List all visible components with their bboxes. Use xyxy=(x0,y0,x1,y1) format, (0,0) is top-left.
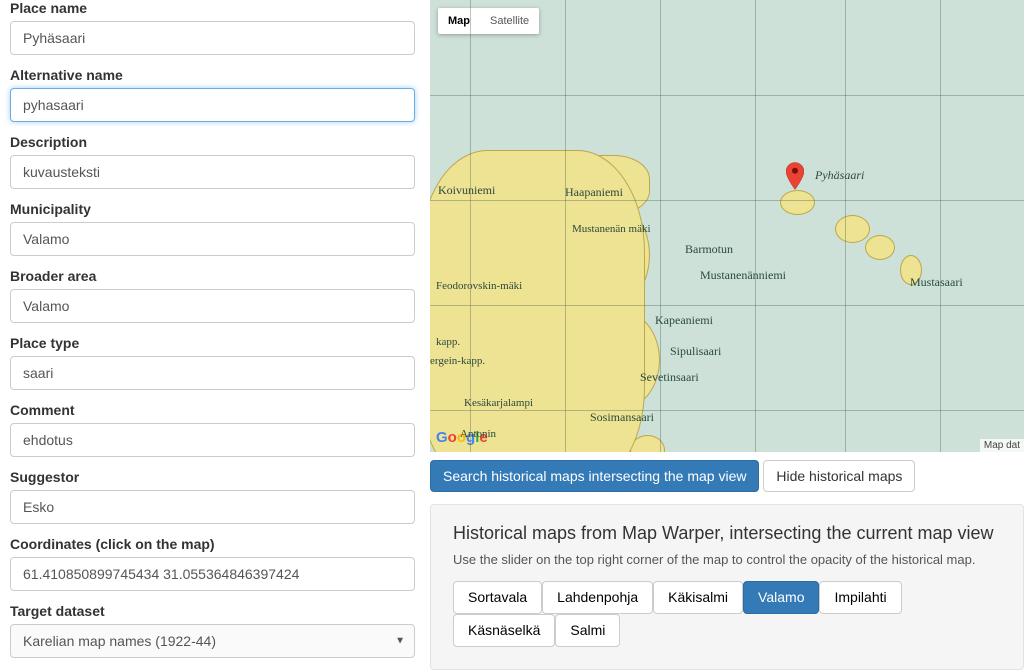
coordinates-input[interactable] xyxy=(10,557,415,591)
description-label: Description xyxy=(10,134,415,150)
comment-label: Comment xyxy=(10,402,415,418)
map-type-satellite[interactable]: Satellite xyxy=(480,8,539,34)
map-place-label: Koivuniemi xyxy=(438,183,495,198)
map-landmass xyxy=(865,235,895,260)
place-name-label: Place name xyxy=(10,0,415,16)
map-gridline xyxy=(755,0,756,452)
broader-area-input[interactable] xyxy=(10,289,415,323)
map-gridline xyxy=(430,95,1024,96)
alternative-name-label: Alternative name xyxy=(10,67,415,83)
target-dataset-select[interactable] xyxy=(10,624,415,658)
description-input[interactable] xyxy=(10,155,415,189)
historical-map-item[interactable]: Lahdenpohja xyxy=(542,581,653,614)
map-place-label: Kapeaniemi xyxy=(655,313,713,328)
map-type-map[interactable]: Map xyxy=(438,8,480,34)
map-gridline xyxy=(430,410,1024,411)
historical-map-item[interactable]: Valamo xyxy=(743,581,819,614)
map-marker-icon[interactable] xyxy=(786,162,804,190)
comment-input[interactable] xyxy=(10,423,415,457)
map-place-label: kapp. xyxy=(436,336,460,348)
place-name-input[interactable] xyxy=(10,21,415,55)
historical-maps-subtitle: Use the slider on the top right corner o… xyxy=(453,552,1001,567)
municipality-input[interactable] xyxy=(10,222,415,256)
historical-map-item[interactable]: Impilahti xyxy=(819,581,901,614)
historical-maps-title: Historical maps from Map Warper, interse… xyxy=(453,523,1001,544)
place-type-input[interactable] xyxy=(10,356,415,390)
map-place-label: Mustanenän mäki xyxy=(572,223,651,235)
map-place-label: Sosimansaari xyxy=(590,410,654,425)
municipality-label: Municipality xyxy=(10,201,415,217)
suggestor-input[interactable] xyxy=(10,490,415,524)
map-place-label: Haapaniemi xyxy=(565,185,623,200)
historical-map-item[interactable]: Käsnäselkä xyxy=(453,614,555,647)
map-gridline xyxy=(430,200,1024,201)
search-historical-maps-button[interactable]: Search historical maps intersecting the … xyxy=(430,460,759,493)
hide-historical-maps-button[interactable]: Hide historical maps xyxy=(763,460,915,493)
target-dataset-label: Target dataset xyxy=(10,603,415,619)
map-place-label: Barmotun xyxy=(685,242,733,257)
map-place-label: Feodorovskin-mäki xyxy=(436,280,522,292)
historical-map-item[interactable]: Käkisalmi xyxy=(653,581,743,614)
map-gridline xyxy=(940,0,941,452)
map-place-label: Mustasaari xyxy=(910,275,963,290)
suggestor-label: Suggestor xyxy=(10,469,415,485)
broader-area-label: Broader area xyxy=(10,268,415,284)
place-type-label: Place type xyxy=(10,335,415,351)
map-gridline xyxy=(845,0,846,452)
map-canvas[interactable]: Map Satellite Google Map dat KoivuniemiH… xyxy=(430,0,1024,452)
map-action-row: Search historical maps intersecting the … xyxy=(430,452,1024,505)
map-landmass xyxy=(835,215,870,243)
alternative-name-input[interactable] xyxy=(10,88,415,122)
map-place-label: ergein-kapp. xyxy=(430,355,485,367)
map-place-label: Sevetinsaari xyxy=(640,370,699,385)
map-type-switch: Map Satellite xyxy=(438,8,539,34)
historical-maps-list: SortavalaLahdenpohjaKäkisalmiValamoImpil… xyxy=(453,581,1001,647)
historical-maps-panel: Historical maps from Map Warper, interse… xyxy=(430,504,1024,670)
map-gridline xyxy=(470,0,471,452)
map-place-label: Kesäkarjalampi xyxy=(464,397,533,409)
map-place-label: Pyhäsaari xyxy=(815,168,864,183)
map-attribution: Map dat xyxy=(980,439,1024,452)
map-gridline xyxy=(565,0,566,452)
map-place-label: Mustanenänniemi xyxy=(700,268,786,283)
historical-map-item[interactable]: Sortavala xyxy=(453,581,542,614)
map-place-label: Antonin xyxy=(460,428,496,440)
map-landmass xyxy=(780,190,815,215)
form-panel: Place name Alternative name Description … xyxy=(0,0,430,670)
map-place-label: Sipulisaari xyxy=(670,344,721,359)
coordinates-label: Coordinates (click on the map) xyxy=(10,536,415,552)
historical-map-item[interactable]: Salmi xyxy=(555,614,620,647)
map-gridline xyxy=(430,305,1024,306)
